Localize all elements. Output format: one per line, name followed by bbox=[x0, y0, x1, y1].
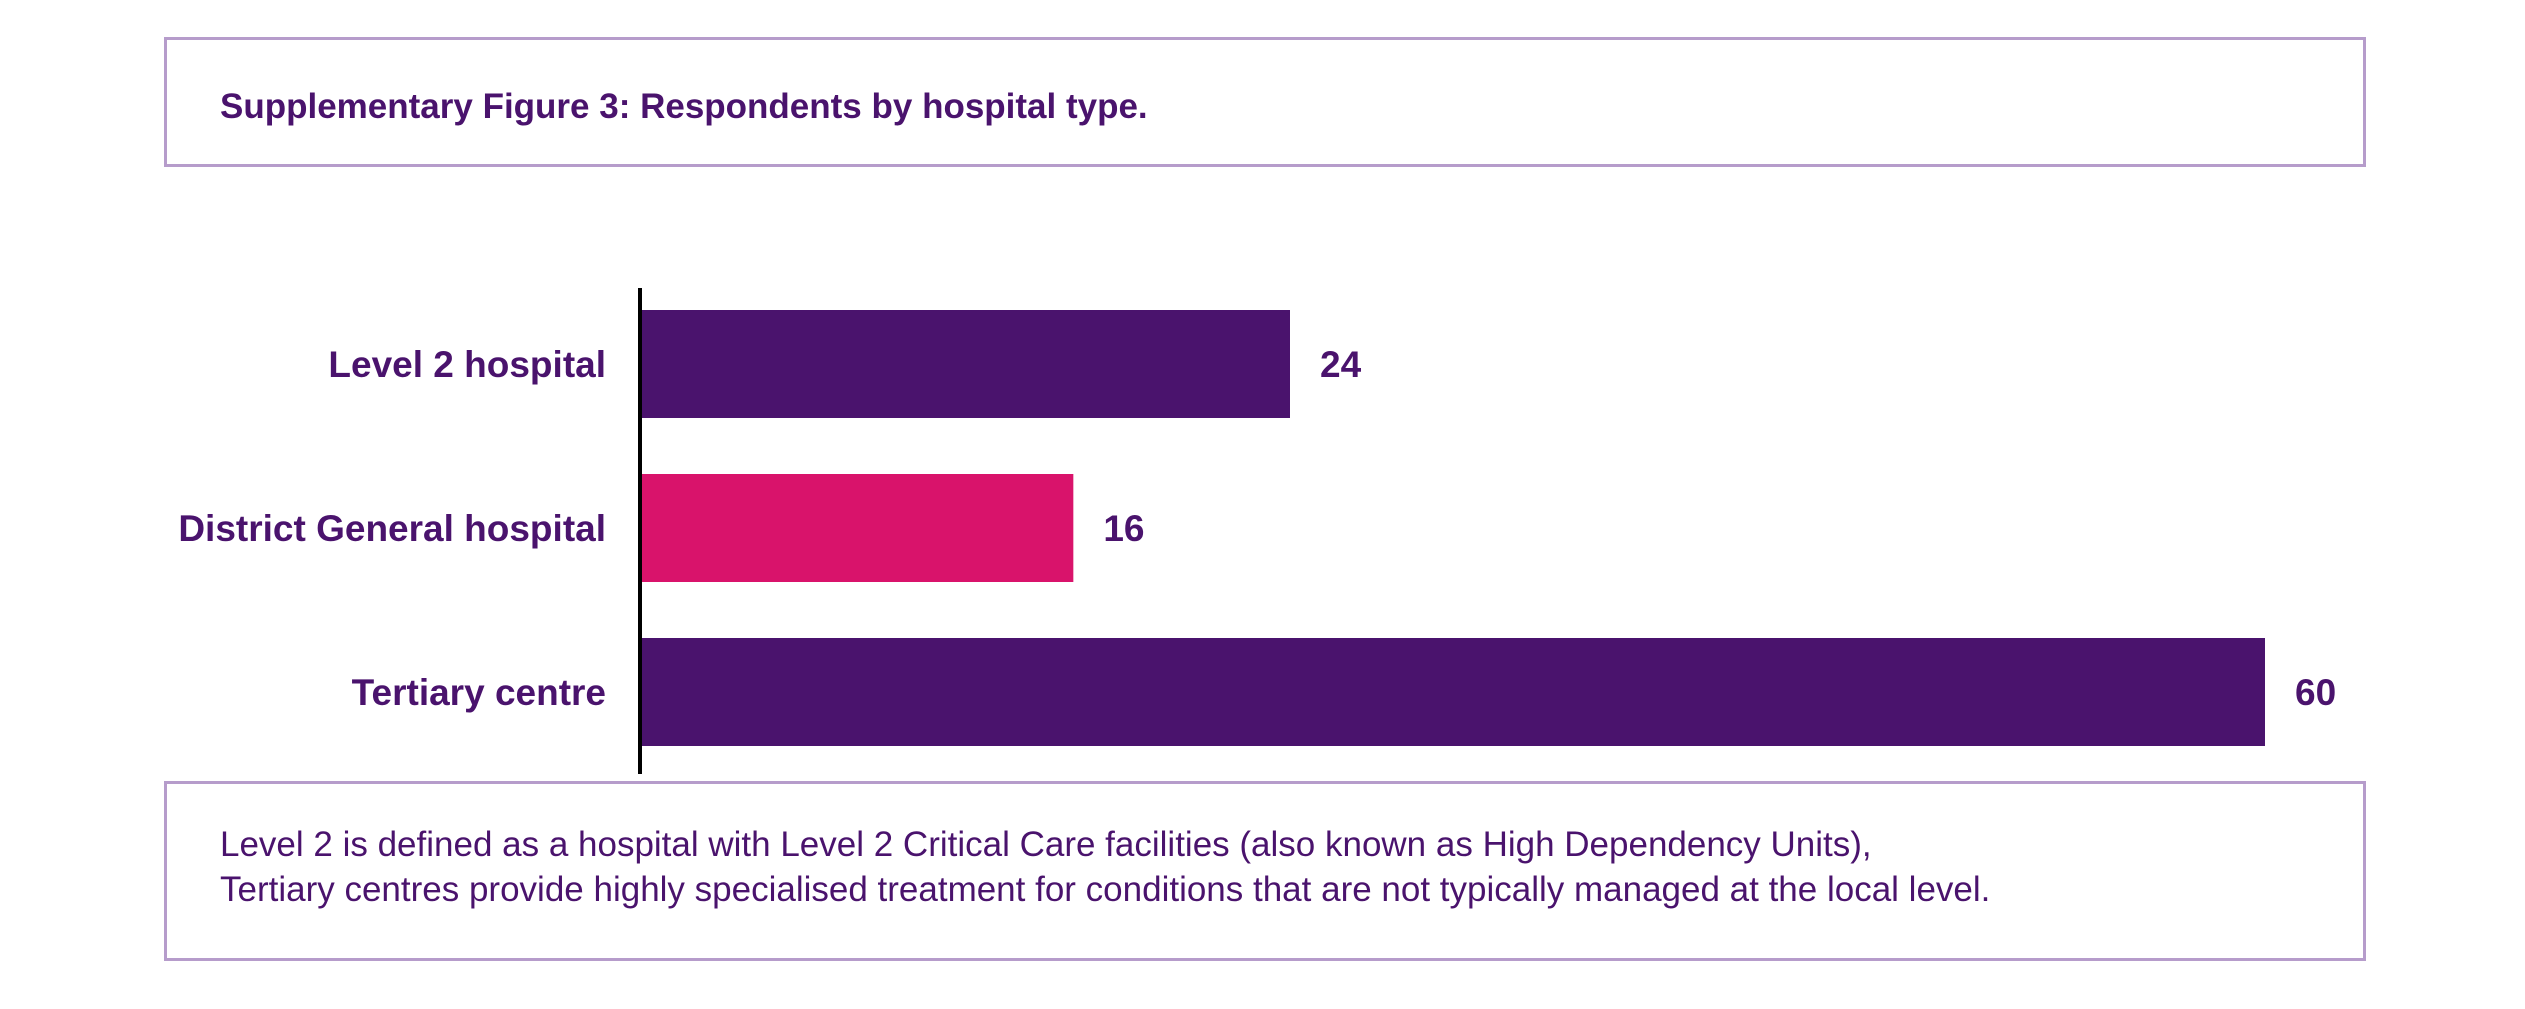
category-label-tertiary-centre: Tertiary centre bbox=[352, 672, 606, 713]
value-label-tertiary-centre: 60 bbox=[2295, 672, 2336, 713]
value-label-district-general-hospital: 16 bbox=[1103, 508, 1144, 549]
bar-district-general-hospital bbox=[640, 474, 1074, 582]
category-label-level-2-hospital: Level 2 hospital bbox=[328, 344, 606, 385]
figure-note-line-1: Level 2 is defined as a hospital with Le… bbox=[220, 825, 1872, 864]
figure-title: Supplementary Figure 3: Respondents by h… bbox=[220, 87, 1148, 126]
bar-level-2-hospital bbox=[640, 310, 1290, 418]
figure-note-line-2: Tertiary centres provide highly speciali… bbox=[220, 870, 1991, 909]
value-label-level-2-hospital: 24 bbox=[1320, 344, 1362, 385]
bar-tertiary-centre bbox=[640, 638, 2265, 746]
figure-note-box: Level 2 is defined as a hospital with Le… bbox=[164, 781, 2366, 961]
category-label-district-general-hospital: District General hospital bbox=[178, 508, 606, 549]
figure-title-box: Supplementary Figure 3: Respondents by h… bbox=[164, 37, 2366, 167]
